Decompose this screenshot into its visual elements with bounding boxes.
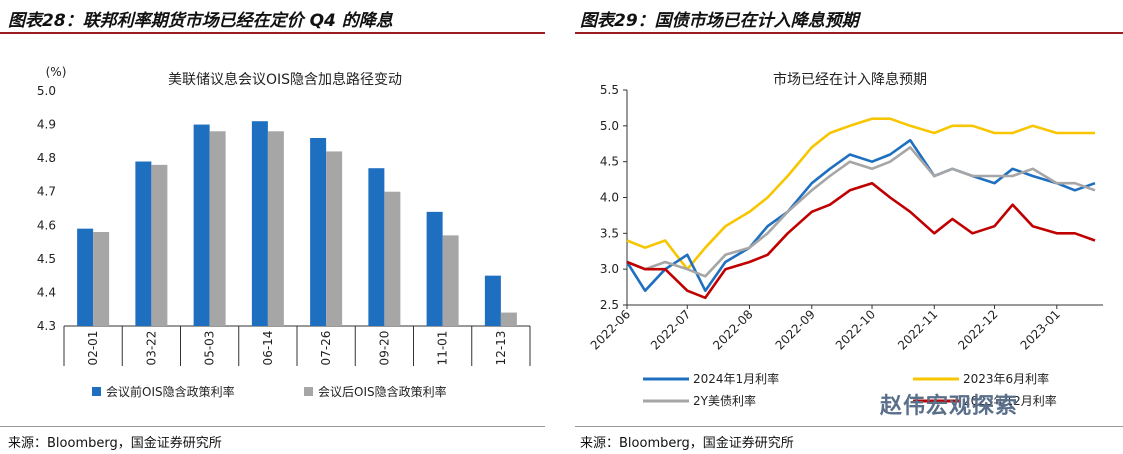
legend-2y-treasury-label: 2Y美债利率 bbox=[693, 393, 756, 408]
ois-bar-chart: 美联储议息会议OIS隐含加息路径变动 (%) 4.3 4.4 4.5 4.6 4.7 4.… bbox=[37, 65, 531, 399]
bar-after-meeting bbox=[93, 232, 110, 326]
bar-after-meeting bbox=[209, 131, 226, 326]
series-2024-jan-line bbox=[625, 138, 1096, 292]
line-x-tick-label: 2022-08 bbox=[710, 307, 755, 352]
yield-line-chart: 市场已经在计入降息预期 2.5 3.0 3.5 4.0 4.5 5.0 5.5 2022-0… bbox=[588, 71, 1103, 408]
bar-y-tick-label: 4.3 bbox=[37, 319, 56, 333]
line-y-tick-label: 2.5 bbox=[600, 298, 619, 312]
right-source-rule bbox=[575, 426, 1123, 427]
right-panel-heading: 图表29：国债市场已在计入降息预期 bbox=[580, 11, 859, 31]
line-y-tick-label: 5.0 bbox=[600, 119, 619, 133]
bar-chart-title: 美联储议息会议OIS隐含加息路径变动 bbox=[168, 71, 402, 88]
bar-y-tick-label: 4.7 bbox=[37, 185, 56, 199]
bar-before-meeting bbox=[426, 211, 443, 326]
legend-2023-jun-label: 2023年6月利率 bbox=[963, 371, 1049, 386]
legend-2023-dec-label: 2023年12月利率 bbox=[963, 393, 1057, 408]
bar-after-meeting bbox=[267, 131, 284, 326]
bar-after-meeting bbox=[326, 151, 343, 326]
legend-after-swatch bbox=[304, 387, 313, 396]
line-y-tick-label: 5.5 bbox=[600, 83, 619, 97]
bar-before-meeting bbox=[368, 168, 385, 326]
line-chart-title: 市场已经在计入降息预期 bbox=[773, 71, 927, 88]
bar-x-tick-label: 07-26 bbox=[319, 331, 333, 366]
line-y-tick-label: 3.0 bbox=[600, 262, 619, 276]
bar-after-meeting bbox=[384, 191, 401, 326]
watermark: 赵伟宏观探索 bbox=[880, 394, 1019, 419]
line-x-tick-label: 2022-07 bbox=[648, 307, 693, 352]
bar-x-tick-label: 02-01 bbox=[86, 331, 100, 366]
bar-x-tick-label: 12-13 bbox=[494, 331, 508, 366]
left-heading-rule bbox=[0, 32, 545, 34]
bar-before-meeting bbox=[135, 161, 152, 326]
bar-x-tick-label: 06-14 bbox=[261, 331, 275, 366]
line-y-tick-label: 3.5 bbox=[600, 226, 619, 240]
series-2023-jun-line bbox=[626, 117, 1095, 271]
legend-before-swatch bbox=[92, 387, 101, 396]
left-source: 来源：Bloomberg，国金证券研究所 bbox=[8, 436, 222, 451]
series-2y-treasury-line bbox=[626, 146, 1096, 278]
right-source: 来源：Bloomberg，国金证券研究所 bbox=[580, 436, 794, 451]
bar-y-tick-label: 4.9 bbox=[37, 118, 56, 132]
line-x-tick-label: 2022-09 bbox=[773, 307, 818, 352]
series-2023-dec-line bbox=[626, 181, 1096, 300]
bar-y-tick-label: 4.4 bbox=[37, 285, 56, 299]
bar-chart-unit: (%) bbox=[46, 65, 67, 79]
right-heading-rule bbox=[575, 32, 1123, 34]
line-x-tick-label: 2022-12 bbox=[955, 307, 1000, 352]
line-x-tick-label: 2022-10 bbox=[833, 307, 878, 352]
bar-after-meeting bbox=[442, 235, 459, 326]
bar-after-meeting bbox=[151, 164, 168, 326]
bar-x-tick-label: 03-22 bbox=[144, 331, 158, 366]
legend-2024-jan-label: 2024年1月利率 bbox=[693, 371, 779, 386]
legend-before-label: 会议前OIS隐含政策利率 bbox=[106, 384, 235, 399]
line-x-tick-label: 2023-01 bbox=[1018, 307, 1063, 352]
line-x-tick-label: 2022-06 bbox=[588, 307, 633, 352]
bar-before-meeting bbox=[77, 228, 94, 326]
bar-x-tick-label: 11-01 bbox=[436, 331, 450, 366]
bar-y-tick-label: 4.5 bbox=[37, 252, 56, 266]
bar-before-meeting bbox=[193, 124, 210, 326]
bar-x-tick-label: 05-03 bbox=[203, 331, 217, 366]
line-y-tick-label: 4.5 bbox=[600, 155, 619, 169]
legend-after-label: 会议后OIS隐含政策利率 bbox=[318, 384, 447, 399]
bar-after-meeting bbox=[500, 312, 517, 326]
line-x-tick-label: 2022-11 bbox=[895, 307, 940, 352]
left-source-rule bbox=[0, 426, 545, 427]
bar-x-tick-label: 09-20 bbox=[377, 331, 391, 366]
left-panel-heading: 图表28：联邦利率期货市场已经在定价 Q4 的降息 bbox=[8, 11, 393, 31]
bar-before-meeting bbox=[310, 138, 327, 326]
bar-y-tick-label: 4.8 bbox=[37, 151, 56, 165]
line-y-tick-label: 4.0 bbox=[600, 191, 619, 205]
bar-before-meeting bbox=[251, 121, 268, 326]
bar-y-tick-label: 5.0 bbox=[37, 84, 56, 98]
bar-y-tick-label: 4.6 bbox=[37, 218, 56, 232]
bar-before-meeting bbox=[484, 275, 501, 326]
